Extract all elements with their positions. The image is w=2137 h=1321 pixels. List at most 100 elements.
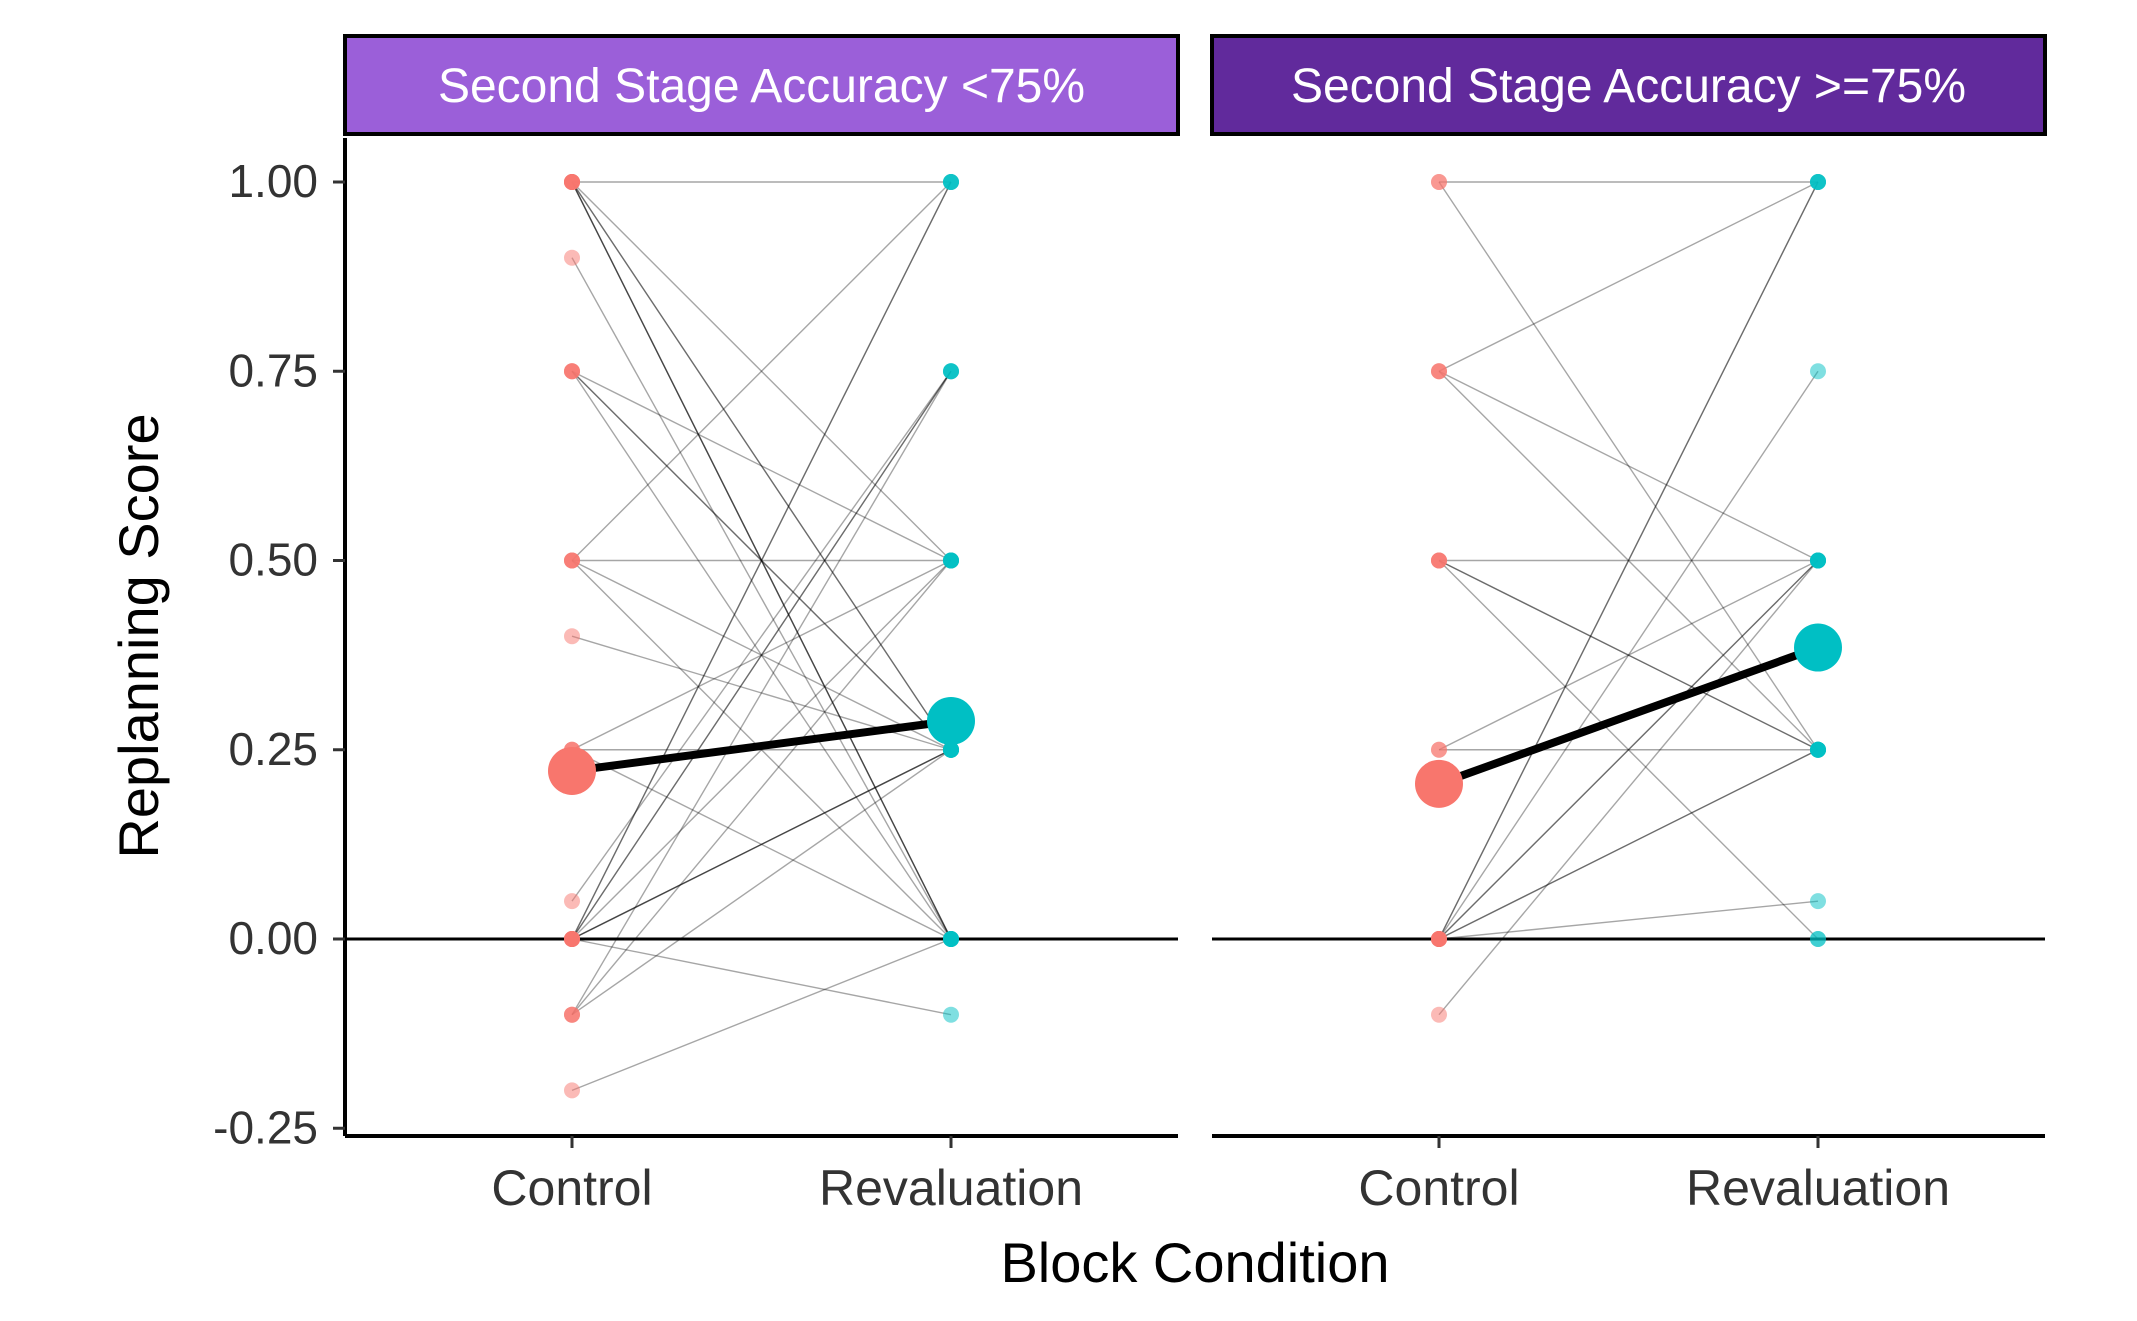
pair-line [571, 749, 952, 940]
x-tick-label: Control [491, 1160, 652, 1216]
pair-line [1438, 560, 1819, 940]
pair-line [1438, 181, 1819, 372]
pair-line [1438, 560, 1819, 940]
control-point [564, 249, 580, 266]
x-tick-label: Revaluation [819, 1160, 1083, 1216]
facet-panel: Second Stage Accuracy <75% Control Revalua… [343, 34, 1180, 1216]
pair-line [1438, 900, 1819, 940]
pair-line [1438, 559, 1819, 751]
control-point [1431, 931, 1447, 947]
revaluation-point [943, 1006, 959, 1023]
pair-line [571, 749, 952, 940]
pair-line [1438, 560, 1819, 1016]
pair-line [1438, 559, 1819, 751]
y-tick-label: 1.00 [228, 155, 318, 207]
pair-line [571, 181, 952, 751]
facet-strip [343, 34, 1180, 136]
x-tick-label: Revaluation [1686, 1160, 1950, 1216]
pair-line [571, 370, 952, 940]
control-point [1431, 363, 1447, 380]
pair-line [571, 749, 952, 940]
revaluation-mean-point [1794, 623, 1842, 672]
pair-line [571, 181, 952, 940]
facet-strip-label: Second Stage Accuracy <75% [438, 60, 1085, 113]
revaluation-point [943, 174, 959, 190]
pair-line [571, 560, 952, 1016]
control-point [1431, 741, 1447, 758]
pair-line [571, 370, 952, 751]
facet-panel: Second Stage Accuracy >=75% Control Revalu… [1210, 34, 2047, 1216]
control-point [1431, 1006, 1447, 1023]
pair-line [1438, 560, 1819, 940]
pair-line [1438, 181, 1819, 751]
control-point [564, 1082, 580, 1099]
pair-line [571, 559, 952, 751]
pair-line [571, 257, 952, 940]
pair-line [571, 938, 952, 1016]
x-axis-title: Block Condition [1000, 1231, 1389, 1294]
pair-line [571, 370, 952, 940]
control-point [564, 174, 580, 190]
revaluation-mean-point [927, 696, 975, 745]
y-axis: -0.25 0.00 0.25 0.50 0.75 1.00 [213, 138, 347, 1153]
pair-line [571, 370, 952, 1016]
subject-points [1431, 174, 1826, 1023]
x-tick-label: Control [1358, 1160, 1519, 1216]
pair-lines [571, 181, 952, 1092]
facet-strip [1210, 34, 2047, 136]
revaluation-point [1810, 931, 1826, 947]
control-point [564, 552, 580, 569]
revaluation-point [1810, 552, 1826, 569]
subject-points [564, 174, 959, 1099]
pair-line [571, 370, 952, 902]
pair-line [571, 181, 952, 940]
pair-line [571, 370, 952, 940]
revaluation-point [943, 363, 959, 380]
y-axis-title: Replanning Score [107, 413, 170, 858]
pair-line [571, 749, 952, 1016]
revaluation-point [1810, 363, 1826, 380]
pair-line [571, 749, 952, 940]
pair-line [1438, 181, 1819, 940]
control-point [1431, 552, 1447, 569]
pair-line [571, 181, 952, 940]
control-mean-point [548, 746, 596, 795]
control-point [564, 628, 580, 645]
pair-line [1438, 559, 1819, 751]
pair-line [571, 181, 952, 561]
pair-lines [1438, 181, 1819, 1016]
control-point [1431, 174, 1447, 190]
control-point [564, 1006, 580, 1023]
control-point [564, 931, 580, 947]
control-point [564, 363, 580, 380]
revaluation-point [1810, 741, 1826, 758]
y-tick-label: -0.25 [213, 1101, 318, 1153]
revaluation-point [943, 552, 959, 569]
pair-line [571, 181, 952, 561]
pair-line [571, 938, 952, 1092]
revaluation-point [1810, 893, 1826, 910]
pair-line [1438, 370, 1819, 940]
y-tick-label: 0.75 [228, 344, 318, 396]
revaluation-point [943, 741, 959, 758]
pair-line [1438, 370, 1819, 562]
pair-line [1438, 181, 1819, 940]
mean-line [571, 717, 952, 775]
facet-strip-label: Second Stage Accuracy >=75% [1291, 60, 1966, 113]
mean-line [1437, 643, 1820, 788]
revaluation-point [943, 931, 959, 947]
y-tick-label: 0.25 [228, 723, 318, 775]
revaluation-point [1810, 174, 1826, 190]
pair-line [571, 181, 952, 940]
control-mean-point [1415, 759, 1463, 808]
pair-line [1438, 370, 1819, 751]
pair-line [571, 370, 952, 562]
pair-line [1438, 749, 1819, 940]
y-tick-label: 0.00 [228, 912, 318, 964]
pair-line [571, 370, 952, 751]
control-point [564, 893, 580, 910]
pair-line [571, 181, 952, 751]
pair-line [1438, 749, 1819, 940]
